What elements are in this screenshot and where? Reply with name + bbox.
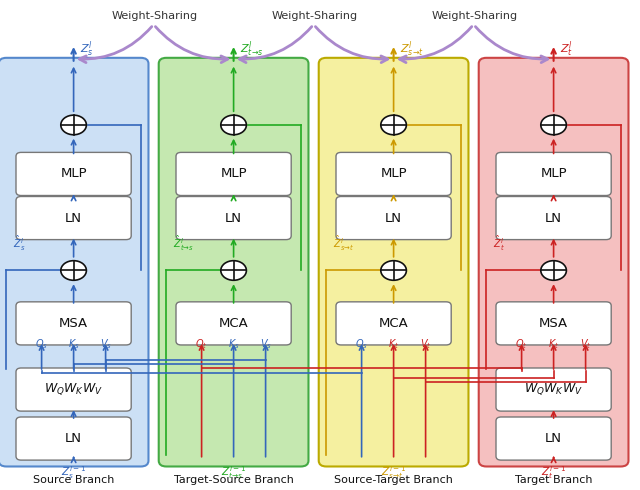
- Text: LN: LN: [65, 432, 82, 445]
- Text: LN: LN: [225, 212, 242, 224]
- Text: MCA: MCA: [219, 317, 248, 330]
- Text: Weight-Sharing: Weight-Sharing: [272, 11, 358, 21]
- Text: $\hat{Z}_t^l$: $\hat{Z}_t^l$: [493, 234, 505, 253]
- Text: Source Branch: Source Branch: [33, 475, 115, 485]
- Text: $Z_t^l$: $Z_t^l$: [560, 39, 573, 59]
- FancyBboxPatch shape: [16, 417, 131, 460]
- Text: $Z_s^{l-1}$: $Z_s^{l-1}$: [61, 464, 86, 481]
- Text: $Q_s$: $Q_s$: [355, 337, 368, 351]
- Text: LN: LN: [65, 212, 82, 224]
- Text: $K_s$: $K_s$: [68, 337, 79, 351]
- Text: $\hat{Z}_{t\!\to\! s}^l$: $\hat{Z}_{t\!\to\! s}^l$: [173, 234, 194, 253]
- FancyBboxPatch shape: [496, 152, 611, 196]
- Circle shape: [381, 115, 406, 135]
- Text: $V_s$: $V_s$: [100, 337, 111, 351]
- Text: $V_t$: $V_t$: [420, 337, 431, 351]
- Circle shape: [221, 261, 246, 280]
- FancyBboxPatch shape: [176, 302, 291, 345]
- Text: MCA: MCA: [379, 317, 408, 330]
- FancyBboxPatch shape: [496, 417, 611, 460]
- Text: $K_t$: $K_t$: [388, 337, 399, 351]
- FancyBboxPatch shape: [336, 152, 451, 196]
- Text: $V_t$: $V_t$: [580, 337, 591, 351]
- FancyBboxPatch shape: [496, 368, 611, 411]
- Text: $\hat{Z}_{s\!\to\! t}^l$: $\hat{Z}_{s\!\to\! t}^l$: [333, 234, 355, 253]
- FancyBboxPatch shape: [16, 152, 131, 196]
- Text: Target Branch: Target Branch: [515, 475, 593, 485]
- Text: $Z_{t\!\to\! s}^{l-1}$: $Z_{t\!\to\! s}^{l-1}$: [221, 464, 246, 481]
- Text: $Z_s^l$: $Z_s^l$: [80, 39, 93, 59]
- Text: $Q_t$: $Q_t$: [515, 337, 528, 351]
- Text: $Q_t$: $Q_t$: [195, 337, 208, 351]
- FancyBboxPatch shape: [479, 58, 628, 466]
- FancyBboxPatch shape: [16, 302, 131, 345]
- Text: Weight-Sharing: Weight-Sharing: [432, 11, 518, 21]
- Text: $K_s$: $K_s$: [228, 337, 239, 351]
- Circle shape: [541, 115, 566, 135]
- FancyBboxPatch shape: [176, 152, 291, 196]
- Text: $Z_t^{l-1}$: $Z_t^{l-1}$: [541, 464, 566, 481]
- Text: $\hat{Z}_s^l$: $\hat{Z}_s^l$: [13, 234, 25, 253]
- Circle shape: [61, 115, 86, 135]
- FancyBboxPatch shape: [496, 302, 611, 345]
- Text: LN: LN: [545, 432, 562, 445]
- Circle shape: [381, 261, 406, 280]
- Text: Weight-Sharing: Weight-Sharing: [112, 11, 198, 21]
- FancyBboxPatch shape: [159, 58, 308, 466]
- FancyBboxPatch shape: [336, 196, 451, 240]
- Text: $W_QW_KW_V$: $W_QW_KW_V$: [44, 382, 103, 397]
- Text: MLP: MLP: [220, 168, 247, 180]
- Text: $V_s$: $V_s$: [260, 337, 271, 351]
- Text: MLP: MLP: [60, 168, 87, 180]
- Text: $Z_{s\!\to\! t}^l$: $Z_{s\!\to\! t}^l$: [400, 39, 424, 59]
- FancyBboxPatch shape: [176, 196, 291, 240]
- FancyBboxPatch shape: [16, 368, 131, 411]
- Text: Target-Source Branch: Target-Source Branch: [173, 475, 294, 485]
- Text: LN: LN: [545, 212, 562, 224]
- Text: MSA: MSA: [59, 317, 88, 330]
- FancyBboxPatch shape: [0, 58, 148, 466]
- Text: $Z_{t\!\to\! s}^l$: $Z_{t\!\to\! s}^l$: [240, 39, 264, 59]
- FancyBboxPatch shape: [16, 196, 131, 240]
- FancyBboxPatch shape: [336, 302, 451, 345]
- Text: MLP: MLP: [380, 168, 407, 180]
- Text: MLP: MLP: [540, 168, 567, 180]
- Text: $K_t$: $K_t$: [548, 337, 559, 351]
- Text: LN: LN: [385, 212, 402, 224]
- FancyBboxPatch shape: [319, 58, 468, 466]
- Text: $Q_s$: $Q_s$: [35, 337, 48, 351]
- FancyBboxPatch shape: [496, 196, 611, 240]
- Text: $Z_{s\!\to\! t}^{l-1}$: $Z_{s\!\to\! t}^{l-1}$: [381, 464, 406, 481]
- Text: MSA: MSA: [539, 317, 568, 330]
- Circle shape: [221, 115, 246, 135]
- Text: $W_QW_KW_V$: $W_QW_KW_V$: [524, 382, 583, 397]
- Circle shape: [61, 261, 86, 280]
- Text: Source-Target Branch: Source-Target Branch: [334, 475, 453, 485]
- Circle shape: [541, 261, 566, 280]
